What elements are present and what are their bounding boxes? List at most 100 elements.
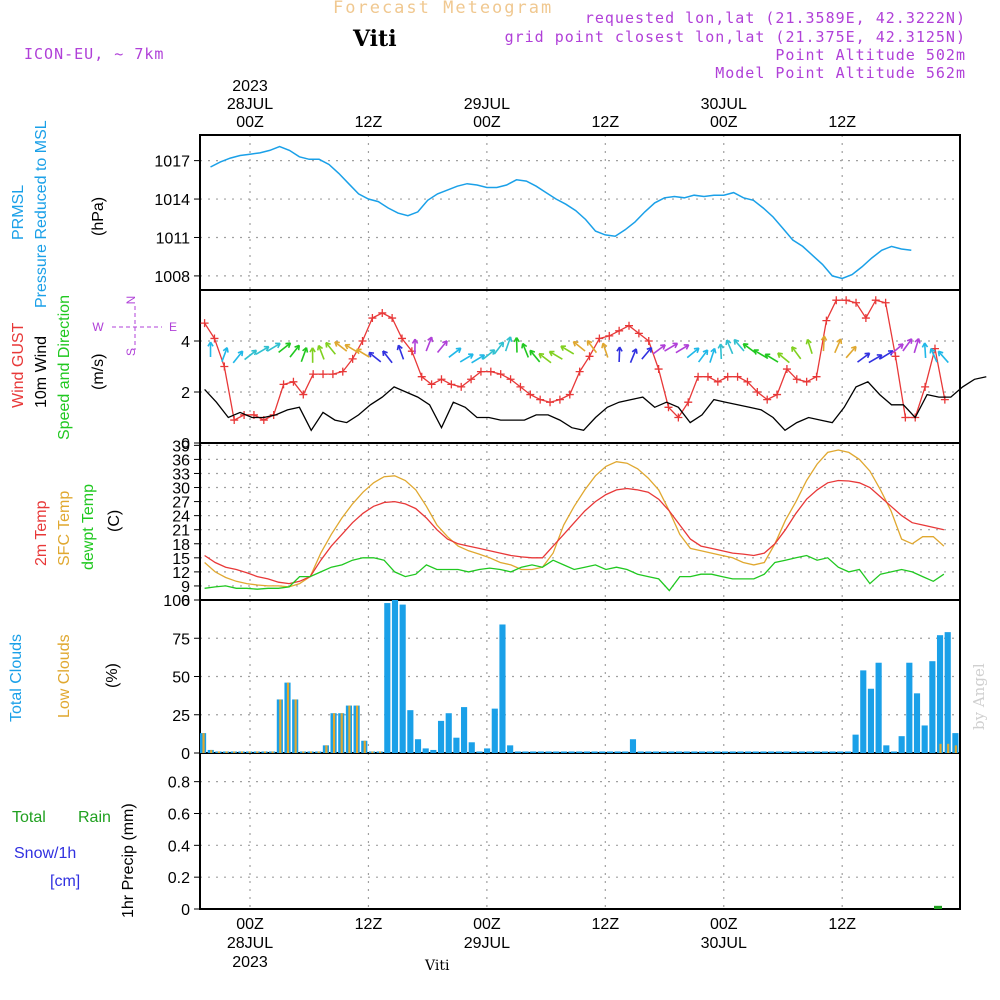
gust-marker (940, 395, 949, 404)
wind-direction-label: Speed and Direction (56, 295, 73, 440)
low-cloud-bar (240, 751, 243, 753)
footer-station: Viti (425, 958, 450, 974)
total-cloud-bar (322, 745, 329, 753)
wind-arrow-head (316, 344, 324, 351)
top-time-label: 00Z (710, 114, 738, 131)
total-cloud-bar (591, 751, 598, 753)
gust-label: Wind GUST (10, 322, 27, 408)
gust-marker (555, 395, 564, 404)
total-cloud-bar (660, 751, 667, 753)
total-cloud-bar (798, 751, 805, 753)
wind-arrow-head (479, 354, 486, 360)
total-cloud-bar (499, 624, 506, 753)
bottom-time-label: 12Z (355, 916, 383, 933)
gust-marker (615, 326, 624, 335)
wind-arrow-head (764, 353, 771, 360)
gust-marker (733, 372, 742, 381)
total-cloud-bar (422, 748, 429, 753)
low-cloud-label: Low Clouds (56, 634, 73, 718)
gust-marker (861, 314, 870, 323)
wind-arrow (937, 350, 949, 364)
y-tick-label: 0.4 (168, 838, 190, 855)
gust-marker (259, 416, 268, 425)
total-cloud-bar (414, 739, 422, 753)
gust-marker (289, 377, 298, 386)
gust-marker (684, 398, 693, 407)
wind-arrow (221, 347, 228, 362)
wind-arrow (834, 338, 842, 354)
total-cloud-bar (545, 751, 552, 753)
total-cloud-bar (829, 751, 836, 753)
total-cloud-bar (407, 710, 414, 753)
compass-cross (112, 306, 162, 350)
gust-marker (763, 395, 772, 404)
low-cloud-bar (325, 745, 328, 753)
wind-arrow-head (631, 348, 638, 354)
gust-marker (230, 416, 239, 425)
total-cloud-bar (576, 751, 583, 753)
total-cloud-bar (299, 751, 306, 753)
gust-marker (309, 370, 318, 379)
total-cloud-bar (783, 751, 790, 753)
total-cloud-bar (284, 682, 291, 753)
total-cloud-bar (530, 751, 537, 753)
gust-marker (891, 352, 900, 361)
wind-arrow (923, 342, 927, 358)
wind-arrow (822, 336, 826, 352)
gust-marker (585, 352, 594, 361)
wind-arrow (719, 343, 723, 360)
gust-marker (240, 410, 249, 419)
total-cloud-bar (560, 751, 567, 753)
model-altitude: Model Point Altitude 562m (715, 64, 966, 82)
wind-arrow (448, 347, 462, 358)
wind-arrow-head (498, 341, 505, 348)
wind-arrow-head (710, 347, 717, 354)
wind-arrow-head (294, 344, 301, 351)
wind-arrow-head (791, 346, 797, 352)
total-cloud-bar (745, 751, 752, 753)
station-name: Viti (353, 26, 397, 52)
temp2m-label: 2m Temp (33, 500, 50, 566)
gust-marker (644, 337, 653, 345)
wind-label: 10m Wind (33, 335, 50, 408)
cloud-unit: (%) (104, 663, 121, 688)
total-cloud-bar (430, 749, 437, 753)
top-time-label: 00Z (236, 114, 264, 131)
y-tick-label: 0.6 (168, 806, 190, 823)
total-cloud-bar (207, 749, 214, 753)
wind-arrow-head (427, 336, 434, 343)
wind-arrow-head (646, 346, 653, 353)
wind-arrow-head (251, 349, 258, 356)
gust-marker (220, 362, 229, 371)
y-tick-label: 15 (172, 551, 190, 568)
wind-arrow-head (717, 343, 725, 349)
gust-marker (881, 298, 890, 307)
total-cloud-bar (883, 745, 890, 753)
total-cloud-bar (391, 600, 399, 753)
low-cloud-bar (355, 705, 359, 753)
wind-arrow (652, 344, 666, 355)
wind-arrow (397, 344, 405, 360)
dewpt-line (204, 554, 945, 592)
gust-marker (210, 334, 219, 343)
wind-arrow (845, 345, 857, 359)
total-cloud-bar (276, 699, 283, 753)
wind-arrow-head (513, 337, 520, 343)
gust-marker (911, 413, 920, 422)
wind-arrow-head (285, 342, 292, 349)
compass-s: S (124, 348, 138, 356)
y-tick-label: 2 (181, 385, 190, 402)
gust-marker (773, 390, 782, 399)
wind-arrow (471, 354, 485, 364)
wind-arrow-head (548, 350, 555, 357)
y-tick-label: 50 (172, 670, 190, 687)
wind-arrow (857, 352, 871, 363)
wind-arrow (521, 343, 530, 358)
low-cloud-bar (348, 705, 351, 753)
wind-arrow (791, 346, 802, 360)
wind-arrow-head (601, 342, 608, 349)
gust-marker (713, 377, 722, 386)
wind-arrow (493, 341, 505, 355)
precip-unit: 1hr Precip (mm) (120, 803, 137, 918)
